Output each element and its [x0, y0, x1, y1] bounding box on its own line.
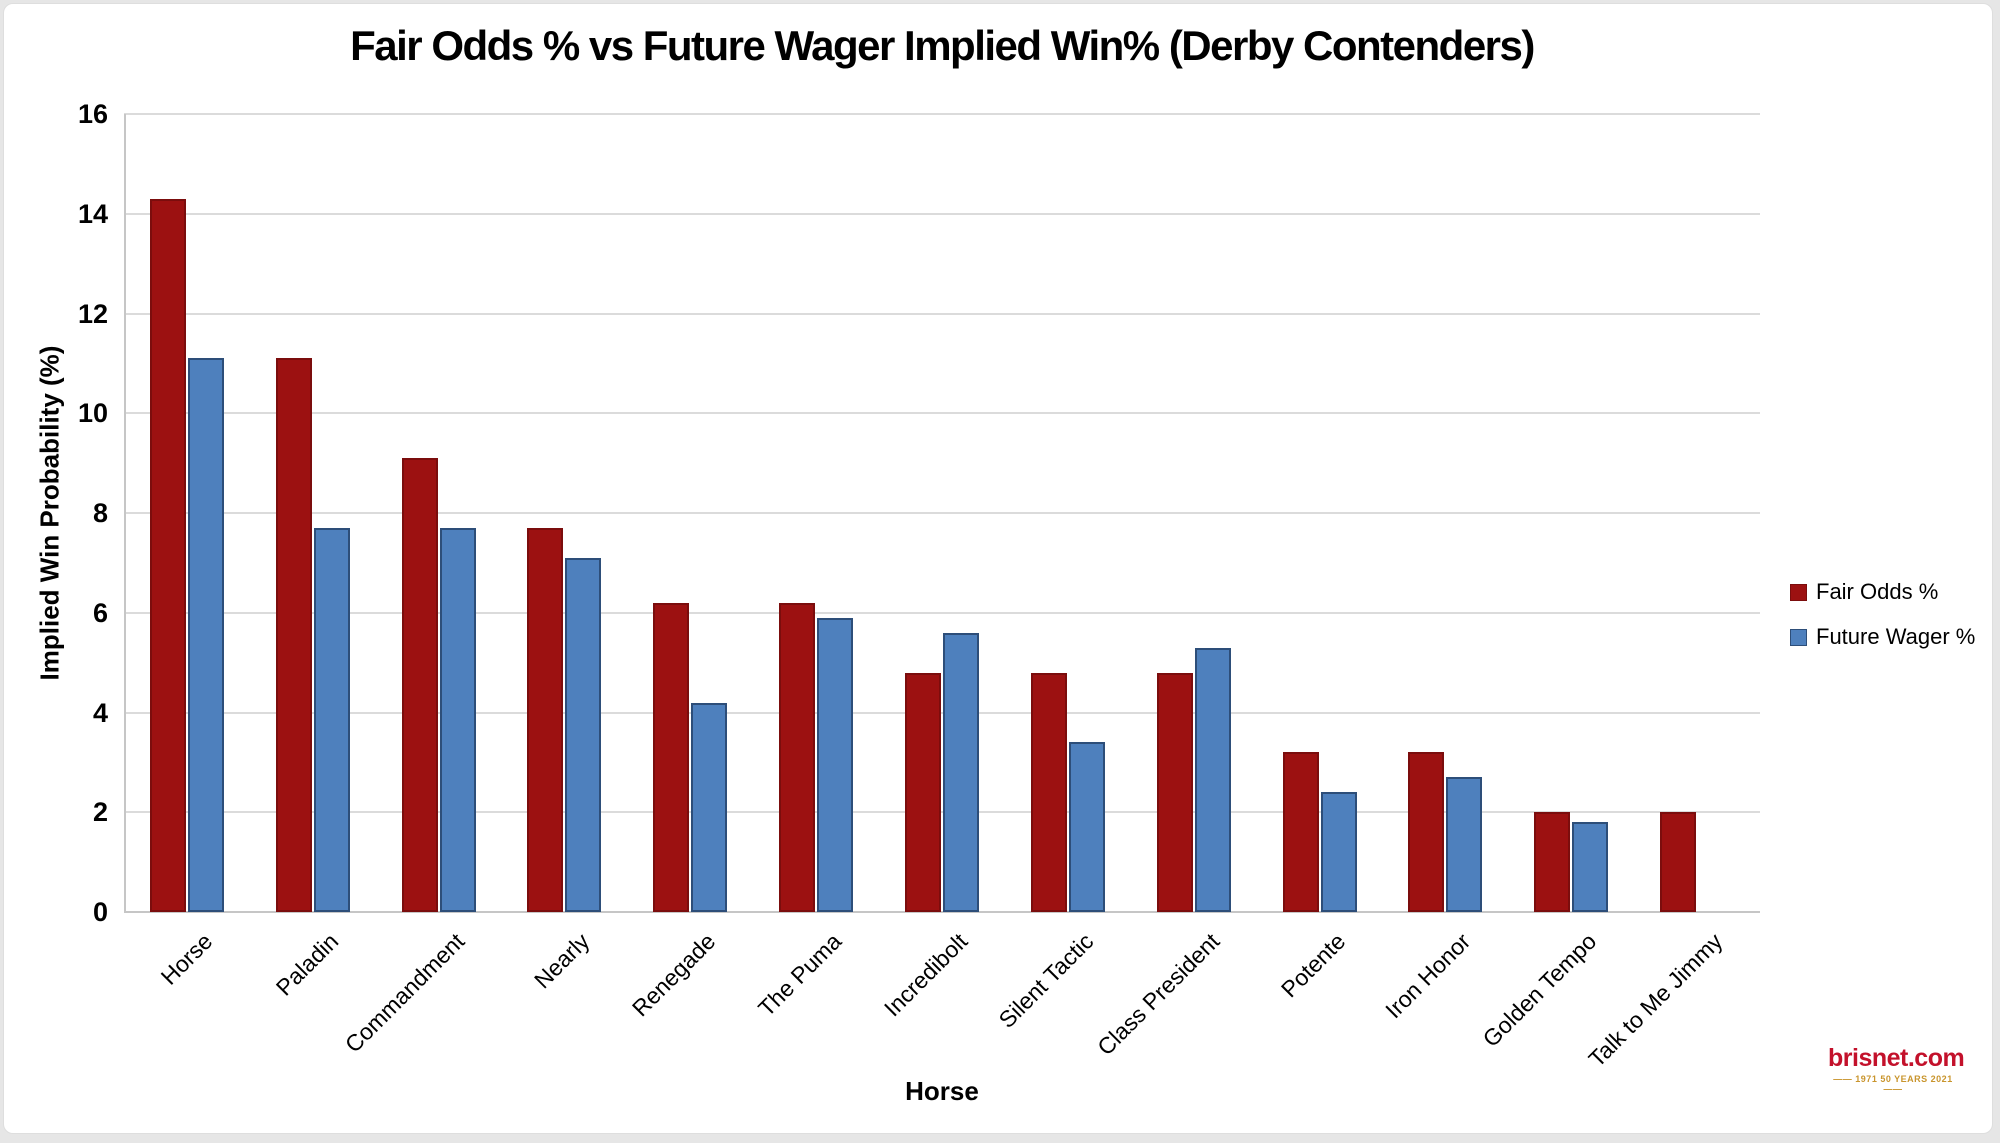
- gridline-14: [124, 212, 1760, 215]
- y-tick-label-6: 6: [92, 597, 108, 628]
- y-tick-label-16: 16: [77, 99, 108, 129]
- bar-fair-odds--silent-tactic: [1030, 672, 1067, 912]
- x-tick-label-horse: Horse: [155, 928, 218, 990]
- gridline-6: [124, 611, 1760, 614]
- bar-fair-odds--commandment: [401, 458, 438, 912]
- x-tick-label-class-president: Class President: [1091, 928, 1225, 1061]
- x-tick-label-potente: Potente: [1275, 928, 1350, 1003]
- gridline-16: [124, 113, 1760, 115]
- brisnet-logo-text: brisnet.com: [1828, 1044, 1965, 1072]
- x-tick-label-commandment: Commandment: [339, 928, 469, 1058]
- bar-fair-odds--the-puma: [779, 602, 816, 912]
- y-tick-label-0: 0: [92, 897, 108, 927]
- bar-future-wager--commandment: [439, 527, 476, 912]
- x-tick-label-the-puma: The Puma: [753, 928, 847, 1022]
- x-tick-label-iron-honor: Iron Honor: [1380, 928, 1476, 1024]
- brisnet-logo-tagline: —— 1971 50 YEARS 2021 ——: [1833, 1074, 1953, 1094]
- bar-fair-odds--potente: [1282, 752, 1319, 912]
- bar-future-wager--horse: [187, 358, 224, 912]
- x-tick-label-silent-tactic: Silent Tactic: [993, 928, 1099, 1033]
- bar-future-wager--class-president: [1194, 647, 1231, 912]
- gridline-4: [124, 711, 1760, 714]
- bar-fair-odds--horse: [149, 198, 186, 912]
- x-tick-label-talk-to-me-jimmy: Talk to Me Jimmy: [1583, 928, 1728, 1072]
- brisnet-logo: brisnet.com —— 1971 50 YEARS 2021 ——: [1828, 1044, 1965, 1094]
- y-tick-label-14: 14: [77, 198, 108, 229]
- chart-card: Fair Odds % vs Future Wager Implied Win%…: [3, 3, 1993, 1134]
- bar-future-wager--silent-tactic: [1068, 742, 1105, 912]
- bar-future-wager--potente: [1320, 792, 1357, 912]
- bar-future-wager--the-puma: [817, 617, 854, 912]
- x-tick-label-incredibolt: Incredibolt: [878, 928, 973, 1022]
- x-axis-line: [124, 911, 1760, 913]
- bar-future-wager--nearly: [565, 557, 602, 912]
- bar-fair-odds--golden-tempo: [1534, 812, 1571, 912]
- legend: Fair Odds % Future Wager %: [1790, 576, 1975, 666]
- y-tick-label-12: 12: [77, 298, 108, 329]
- bar-future-wager--golden-tempo: [1572, 822, 1609, 912]
- bar-future-wager--paladin: [313, 527, 350, 912]
- bar-fair-odds--talk-to-me-jimmy: [1660, 812, 1697, 912]
- bar-fair-odds--class-president: [1156, 672, 1193, 912]
- window-right-edge: [1993, 0, 2000, 1143]
- y-tick-label-10: 10: [77, 398, 108, 429]
- gridline-8: [124, 512, 1760, 514]
- legend-item-future-wager: Future Wager %: [1790, 621, 1975, 653]
- legend-label-future-wager: Future Wager %: [1816, 624, 1976, 649]
- y-tick-label-2: 2: [92, 797, 108, 828]
- gridline-10: [124, 412, 1760, 415]
- legend-item-fair-odds: Fair Odds %: [1790, 576, 1975, 608]
- y-axis-line: [124, 114, 126, 912]
- bar-fair-odds--paladin: [275, 358, 312, 912]
- bar-fair-odds--renegade: [653, 602, 690, 912]
- bar-fair-odds--iron-honor: [1408, 752, 1445, 912]
- chart-title: Fair Odds % vs Future Wager Implied Win%…: [350, 22, 1535, 69]
- x-tick-label-paladin: Paladin: [270, 928, 344, 1001]
- gridline-12: [124, 312, 1760, 315]
- x-axis-title: Horse: [905, 1076, 979, 1106]
- bar-future-wager--incredibolt: [943, 632, 979, 912]
- x-tick-label-renegade: Renegade: [627, 928, 721, 1022]
- legend-swatch-fair-odds: [1790, 583, 1807, 601]
- bar-chart: Fair Odds % vs Future Wager Implied Win%…: [4, 4, 1994, 1134]
- x-tick-label-golden-tempo: Golden Tempo: [1477, 928, 1602, 1052]
- y-tick-label-4: 4: [92, 697, 108, 728]
- gridline-2: [124, 811, 1760, 814]
- bar-future-wager--iron-honor: [1446, 777, 1483, 912]
- legend-swatch-future-wager: [1790, 628, 1807, 646]
- bar-future-wager--renegade: [691, 702, 728, 912]
- x-tick-label-nearly: Nearly: [529, 928, 595, 994]
- y-tick-label-8: 8: [92, 498, 108, 528]
- legend-label-fair-odds: Fair Odds %: [1816, 579, 1939, 604]
- bar-fair-odds--nearly: [527, 527, 564, 912]
- bar-fair-odds--incredibolt: [905, 672, 941, 912]
